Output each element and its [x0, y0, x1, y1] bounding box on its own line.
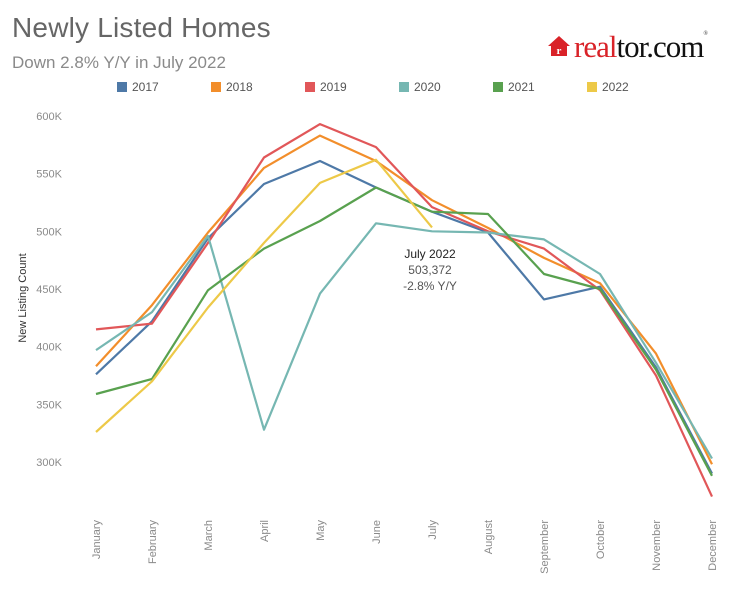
legend-swatch	[211, 82, 221, 92]
y-tick-label: 550K	[36, 169, 62, 181]
y-tick-label: 500K	[36, 226, 62, 238]
x-tick-label: April	[259, 520, 271, 542]
y-axis-title: New Listing Count	[17, 253, 29, 342]
legend-item-2017[interactable]: 2017	[117, 80, 159, 94]
legend-item-2020[interactable]: 2020	[399, 80, 441, 94]
annotation-title: July 2022	[404, 247, 456, 261]
legend-swatch	[305, 82, 315, 92]
x-tick-label: June	[371, 520, 383, 544]
y-tick-label: 600K	[36, 111, 62, 123]
x-axis: January February March April May June July Augu…	[91, 520, 719, 574]
x-tick-label: August	[483, 520, 495, 554]
x-tick-label: December	[707, 520, 719, 571]
logo-text-real: real	[574, 28, 617, 64]
legend-label: 2017	[132, 80, 159, 94]
legend-swatch	[117, 82, 127, 92]
x-tick-label: March	[203, 520, 215, 551]
series-line-2021[interactable]	[95, 186, 713, 477]
series-line-2019[interactable]	[95, 122, 713, 498]
y-axis: 300K 350K 400K 450K 500K 550K 600K	[36, 111, 62, 469]
legend-item-2021[interactable]: 2021	[493, 80, 535, 94]
series-line-2022[interactable]	[95, 158, 433, 433]
x-tick-label: February	[147, 520, 159, 565]
legend-item-2022[interactable]: 2022	[587, 80, 629, 94]
series-line-2020[interactable]	[95, 222, 713, 460]
annotation-value: 503,372	[408, 263, 452, 277]
legend-label: 2021	[508, 80, 535, 94]
chart-subtitle: Down 2.8% Y/Y in July 2022	[12, 53, 226, 72]
x-tick-label: October	[595, 520, 607, 559]
x-tick-label: September	[539, 520, 551, 574]
realtor-logo: r realtor.com®	[548, 28, 708, 64]
legend-label: 2018	[226, 80, 253, 94]
legend-swatch	[587, 82, 597, 92]
legend-swatch	[493, 82, 503, 92]
legend-label: 2022	[602, 80, 629, 94]
y-tick-label: 450K	[36, 284, 62, 296]
annotation-value: -2.8% Y/Y	[403, 279, 457, 293]
series-line-2018[interactable]	[95, 134, 713, 465]
x-tick-label: July	[427, 520, 439, 540]
legend: 2017 2018 2019 2020 2021 2022	[0, 80, 750, 98]
house-r-icon: r	[548, 36, 570, 57]
y-tick-label: 300K	[36, 457, 62, 469]
chart-title: Newly Listed Homes	[12, 12, 271, 43]
series-lines	[95, 122, 713, 498]
logo-text-tor: tor.com	[616, 28, 704, 64]
legend-swatch	[399, 82, 409, 92]
annotations: July 2022 503,372 -2.8% Y/Y	[403, 247, 457, 293]
legend-label: 2019	[320, 80, 347, 94]
legend-item-2018[interactable]: 2018	[211, 80, 253, 94]
y-tick-label: 350K	[36, 399, 62, 411]
x-tick-label: January	[91, 520, 103, 560]
x-tick-label: November	[651, 520, 663, 571]
legend-item-2019[interactable]: 2019	[305, 80, 347, 94]
x-tick-label: May	[315, 520, 327, 541]
svg-text:r: r	[557, 45, 562, 57]
y-tick-label: 400K	[36, 342, 62, 354]
legend-label: 2020	[414, 80, 441, 94]
